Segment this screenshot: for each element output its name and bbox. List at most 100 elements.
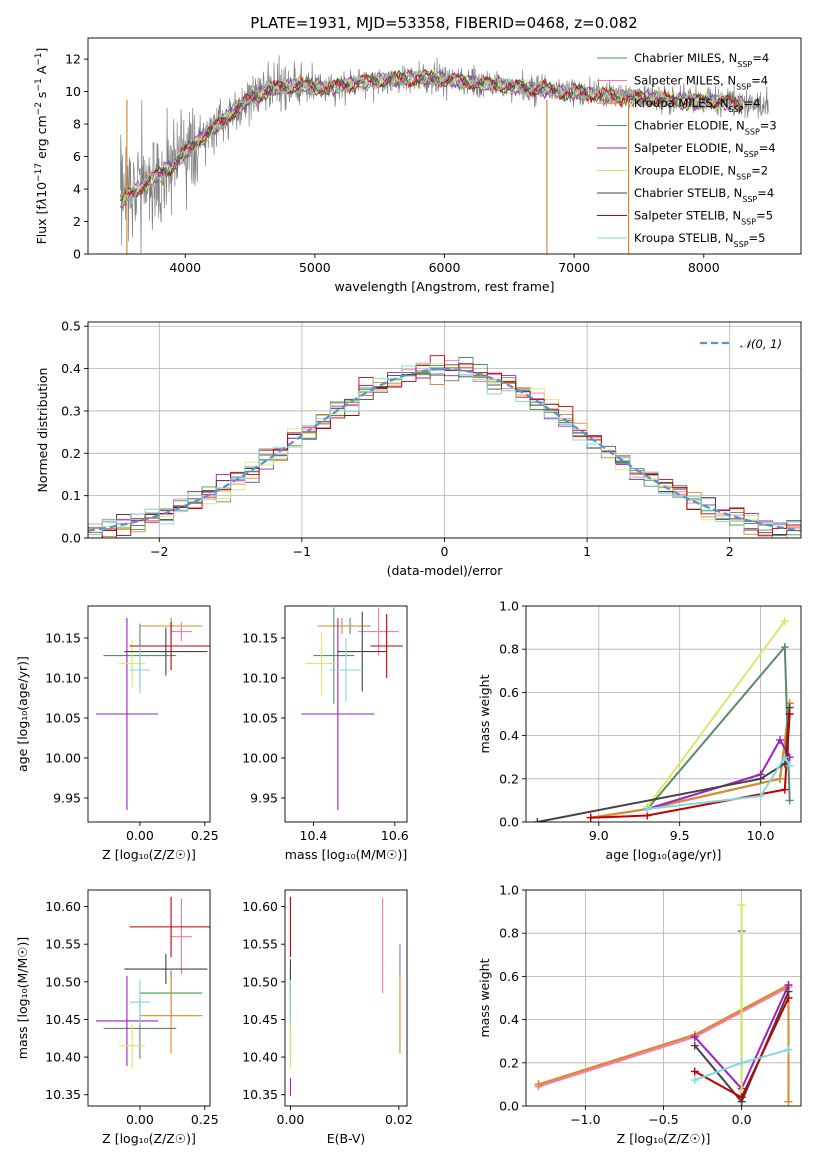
y-tick-label: 10.60 xyxy=(45,899,81,914)
legend-label: Kroupa ELODIE, NSSP=2 xyxy=(634,164,768,182)
errorbar-point xyxy=(129,622,210,670)
y-axis-label: Flux [fλ10−17 erg cm−2 s−1 A−1] xyxy=(34,48,49,245)
spectrum-legend: Chabrier MILES, NSSP=4 Salpeter MILES, NS… xyxy=(597,51,777,249)
x-tick-label: 0 xyxy=(441,544,449,559)
weight-marker xyxy=(690,1032,699,1041)
x-axis-label: age [log₁₀(age/yr)] xyxy=(606,847,722,862)
y-tick-label: 0.2 xyxy=(61,446,81,461)
x-tick-label: 0.25 xyxy=(191,1112,219,1127)
axes-weight_vs_Z: −1.0 −0.5 0.0 0.0 0.2 0.4 0.6 0.8 1.0 Z [log₁₀(Z/… xyxy=(477,883,802,1146)
y-tick-label: 12 xyxy=(65,52,81,67)
axes-frame xyxy=(525,605,802,823)
axes-age_vs_Z: 0.00 0.25 9.95 10.00 10.05 10.10 10.15 Z [log₁₀… xyxy=(15,605,219,862)
weight-marker xyxy=(690,1041,699,1050)
x-tick-label: 0.02 xyxy=(385,1112,413,1127)
errorbar-point xyxy=(124,627,208,676)
y-tick-label: 2 xyxy=(73,214,81,229)
x-tick-label: 5000 xyxy=(299,260,331,275)
x-axis-label: wavelength [Angstrom, rest frame] xyxy=(334,279,554,294)
weight-marker xyxy=(737,1093,746,1102)
x-tick-label: −1.0 xyxy=(570,1112,600,1127)
legend-label: Kroupa STELIB, NSSP=5 xyxy=(634,231,765,249)
errorbar-point xyxy=(129,979,151,1025)
y-tick-label: 8 xyxy=(73,117,81,132)
errorbar-point xyxy=(313,607,355,704)
y-tick-label: 4 xyxy=(73,182,81,197)
y-tick-label: 0.6 xyxy=(499,685,519,700)
errorbar-point xyxy=(124,953,208,985)
legend-label: Salpeter ELODIE, NSSP=4 xyxy=(634,141,776,159)
y-tick-label: 10.50 xyxy=(242,974,278,989)
weight-marker xyxy=(784,994,793,1002)
y-tick-label: 0.8 xyxy=(499,926,519,941)
y-tick-label: 0.8 xyxy=(499,642,519,657)
x-tick-label: 8000 xyxy=(688,260,720,275)
legend-label: Chabrier ELODIE, NSSP=3 xyxy=(634,119,777,137)
weight-marker xyxy=(775,735,784,744)
y-tick-label: 9.95 xyxy=(53,791,81,806)
y-tick-label: 10.40 xyxy=(45,1050,81,1065)
x-axis-label: Z [log₁₀(Z/Z☉)] xyxy=(617,1131,711,1146)
x-tick-label: 10.6 xyxy=(381,828,409,843)
figure-title: PLATE=1931, MJD=53358, FIBERID=0468, z=0… xyxy=(250,14,637,32)
axes-frame xyxy=(87,605,211,823)
y-axis-label: mass [log₁₀(M/M☉)] xyxy=(15,937,30,1059)
errorbar-point xyxy=(317,618,367,634)
axes-frame xyxy=(284,889,408,1107)
y-tick-label: 1.0 xyxy=(499,883,519,898)
axes-frame xyxy=(525,889,802,1107)
weight-series xyxy=(646,620,786,808)
y-tick-label: 10.45 xyxy=(45,1012,81,1027)
errorbar-point xyxy=(301,618,375,810)
y-tick-label: 10.60 xyxy=(242,899,278,914)
axes-frame xyxy=(87,37,802,255)
x-tick-label: 6000 xyxy=(429,260,461,275)
errorbar-point xyxy=(305,631,338,696)
y-tick-label: 0.4 xyxy=(61,361,81,376)
x-tick-label: 4000 xyxy=(169,260,201,275)
weight-marker xyxy=(533,818,542,822)
errorbar-point xyxy=(358,607,399,656)
y-tick-label: 10.10 xyxy=(45,671,81,686)
axes-age_vs_mass: 10.4 10.6 9.95 10.00 10.05 10.10 10.15 mass [lo… xyxy=(242,605,409,862)
axes-spectrum: 4000 5000 6000 7000 8000 0 2 4 6 8 10 12 wavelength … xyxy=(34,37,802,294)
y-tick-label: 10.15 xyxy=(45,631,81,646)
plot-area xyxy=(119,55,769,254)
model-spectrum xyxy=(120,68,744,198)
weight-marker xyxy=(690,1076,699,1085)
axes-frame xyxy=(284,605,408,823)
y-tick-label: 9.95 xyxy=(250,791,278,806)
y-tick-label: 10.05 xyxy=(45,711,81,726)
weight-marker xyxy=(756,792,765,801)
x-tick-label: 0.00 xyxy=(126,828,154,843)
plots-layer: 4000 5000 6000 7000 8000024681012wavelength … xyxy=(15,37,802,1146)
axes-residuals: −2 −1 0 1 2 0.0 0.1 0.2 0.3 0.4 0.5 (data-model)/er… xyxy=(35,319,802,578)
y-tick-label: 0.6 xyxy=(499,969,519,984)
y-tick-label: 0.3 xyxy=(61,403,81,418)
x-tick-label: −2 xyxy=(150,544,168,559)
y-tick-label: 0.2 xyxy=(499,771,519,786)
weight-marker xyxy=(785,761,794,770)
weight-marker xyxy=(534,1080,543,1089)
weight-marker xyxy=(737,901,746,910)
axes-mass_vs_Z: 0.00 0.25 10.35 10.40 10.45 10.50 10.55 10.60 Z … xyxy=(15,889,219,1146)
plot-area xyxy=(301,607,403,810)
errorbar-point xyxy=(95,618,159,810)
y-tick-label: 10.55 xyxy=(242,937,278,952)
x-axis-label: mass [log₁₀(M/M☉)] xyxy=(285,847,407,862)
errorbar-point xyxy=(119,639,146,688)
x-tick-label: −1 xyxy=(293,544,311,559)
legend-label: Salpeter STELIB, NSSP=5 xyxy=(634,209,773,227)
errorbar-point xyxy=(129,896,210,957)
y-tick-label: 0.0 xyxy=(499,1099,519,1114)
weight-series xyxy=(590,703,791,819)
y-tick-label: 10.40 xyxy=(242,1050,278,1065)
plot-area xyxy=(526,890,801,1106)
x-axis-label: E(B-V) xyxy=(327,1131,366,1146)
legend-label: Chabrier MILES, NSSP=4 xyxy=(634,51,769,69)
y-tick-label: 0.2 xyxy=(499,1055,519,1070)
x-axis-label: Z [log₁₀(Z/Z☉)] xyxy=(102,847,196,862)
x-tick-label: 9.5 xyxy=(670,828,690,843)
y-tick-label: 10.55 xyxy=(45,937,81,952)
